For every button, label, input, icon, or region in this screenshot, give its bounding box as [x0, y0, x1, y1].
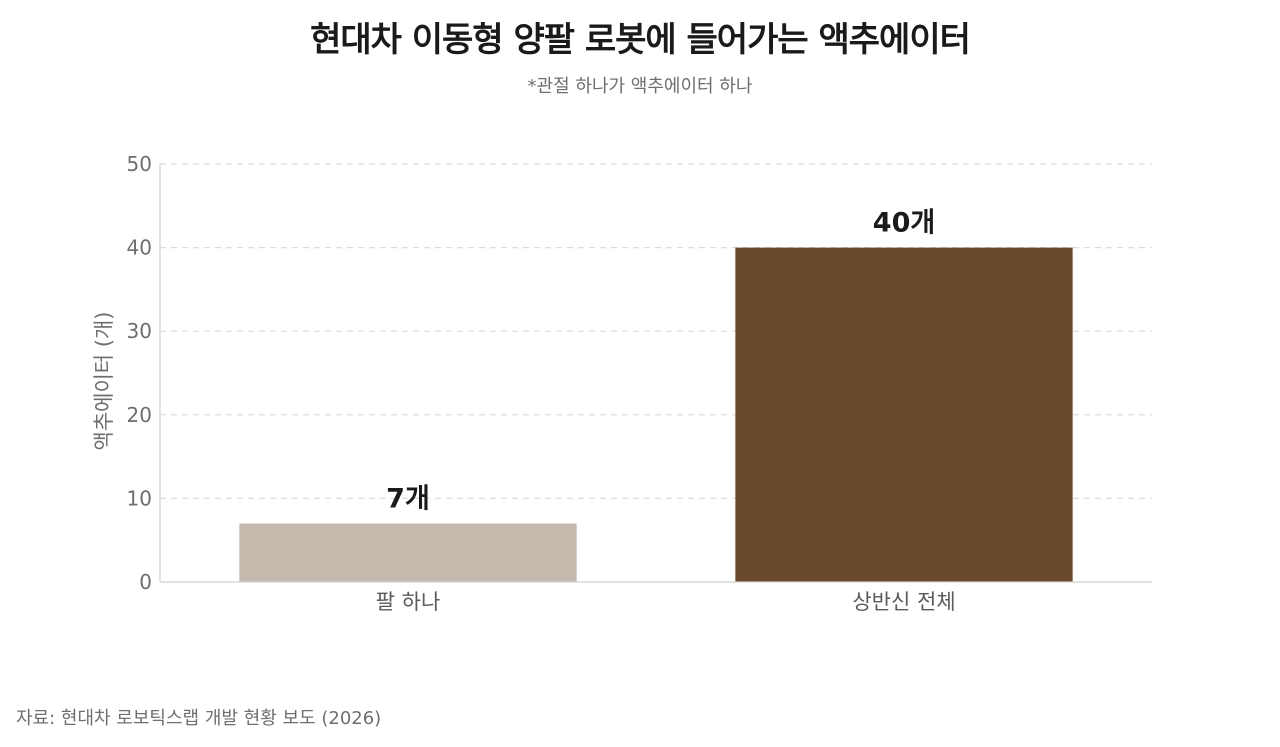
y-axis-label: 액추에이터 (개): [92, 312, 116, 451]
x-tick-label: 팔 하나: [376, 590, 441, 614]
data-label: 40개: [873, 208, 935, 239]
y-tick-label: 20: [127, 403, 152, 427]
y-tick-label: 40: [127, 236, 152, 260]
data-label: 7개: [386, 483, 430, 514]
chart-title: 현대차 이동형 양팔 로봇에 들어가는 액추에이터: [310, 20, 971, 60]
chart-subtitle: *관절 하나가 액추에이터 하나: [527, 76, 753, 97]
bar: [239, 523, 577, 582]
bar: [735, 247, 1073, 582]
y-tick-label: 50: [127, 152, 152, 176]
axes: [159, 164, 1152, 583]
y-tick-label: 0: [139, 570, 152, 594]
y-tick-label: 10: [127, 486, 152, 510]
source-note: 자료: 현대차 로보틱스랩 개발 현황 보도 (2026): [16, 708, 382, 729]
y-tick-label: 30: [127, 319, 152, 343]
bars: [239, 247, 1073, 582]
x-tick-label: 상반신 전체: [852, 590, 955, 614]
